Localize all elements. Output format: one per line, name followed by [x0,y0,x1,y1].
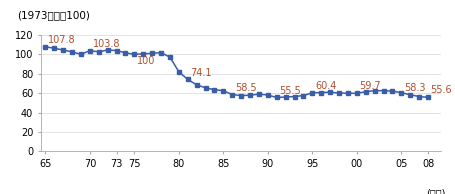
Text: 55.6: 55.6 [431,85,452,95]
Text: (1973年度＝100): (1973年度＝100) [17,10,90,20]
Text: 100: 100 [137,56,156,66]
Text: 59.7: 59.7 [359,81,381,92]
Text: 58.5: 58.5 [235,83,257,93]
Text: 107.8: 107.8 [48,35,76,45]
Text: 103.8: 103.8 [92,39,120,49]
Text: 74.1: 74.1 [191,68,212,78]
Text: 58.3: 58.3 [404,83,425,93]
Text: 60.4: 60.4 [315,81,336,91]
Text: 55.5: 55.5 [279,86,301,96]
Text: (年度): (年度) [426,189,445,194]
